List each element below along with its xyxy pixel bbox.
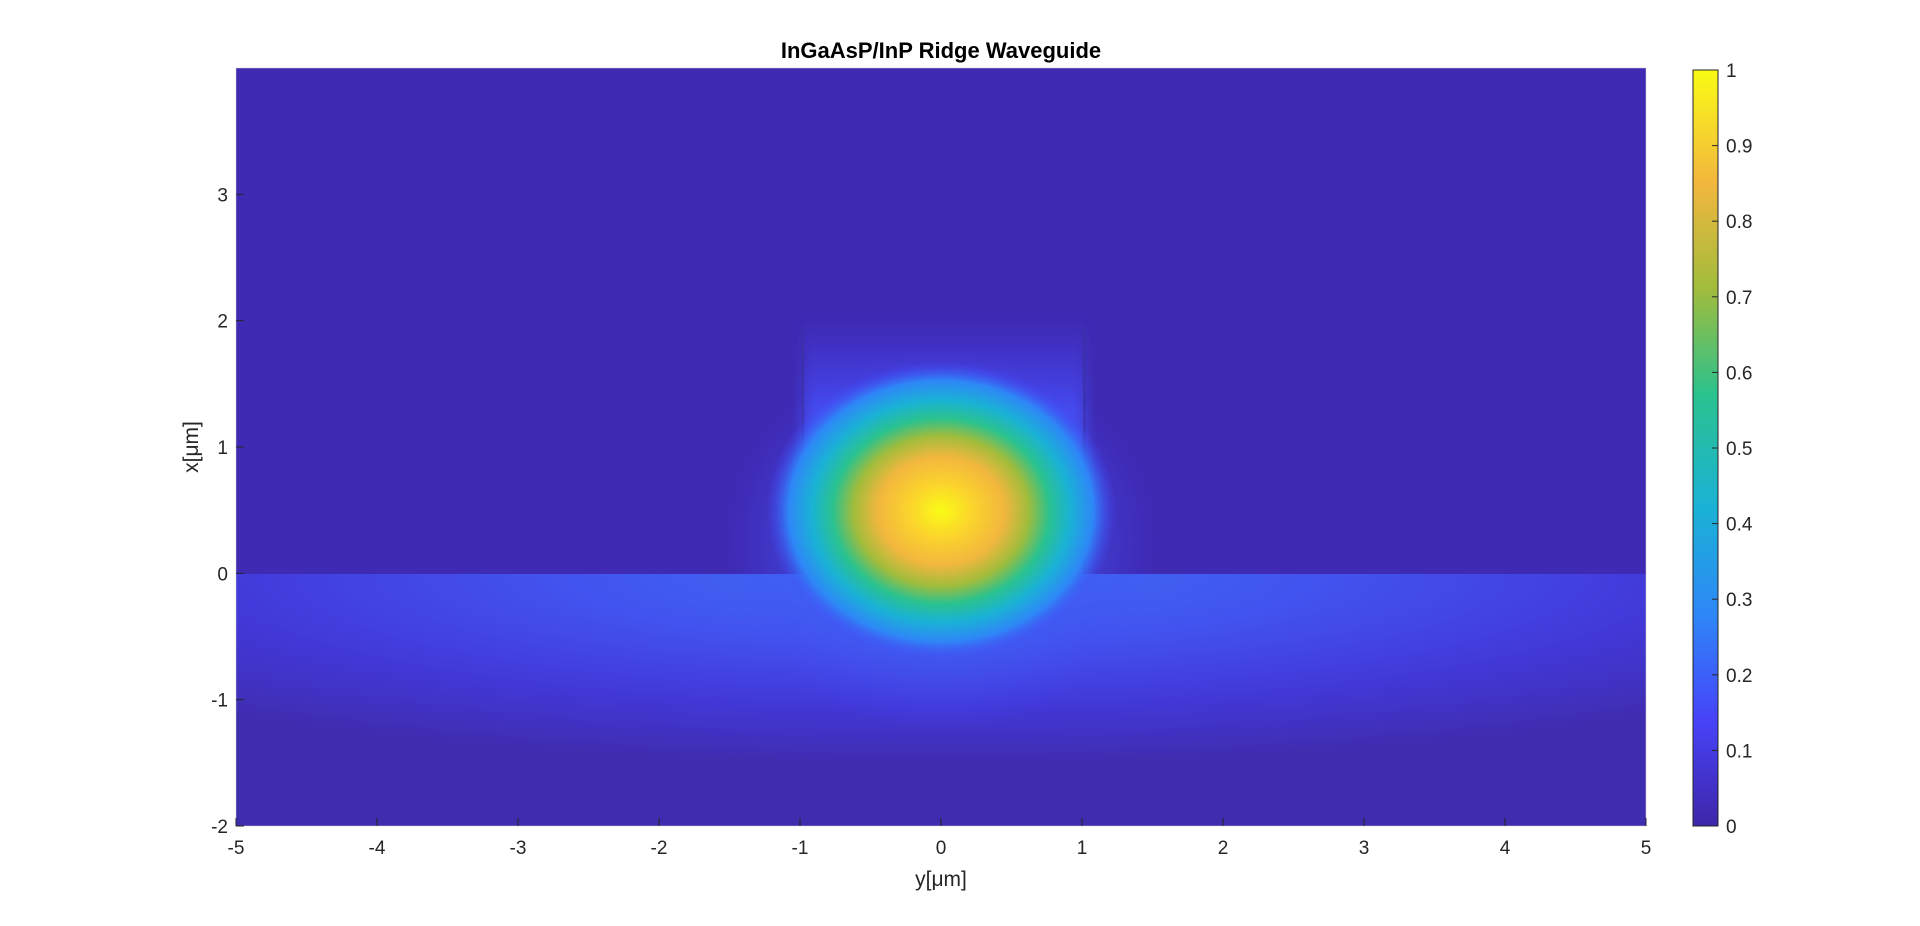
x-tick-label: 0 <box>936 838 947 859</box>
colorbar-tick-label: 1 <box>1726 61 1737 82</box>
colorbar-tick-label: 0.9 <box>1726 137 1752 158</box>
x-tick-label: 5 <box>1641 838 1652 859</box>
chart-title: InGaAsP/InP Ridge Waveguide <box>781 38 1101 63</box>
x-tick-label: -5 <box>228 838 245 859</box>
x-tick-label: -3 <box>510 838 527 859</box>
colorbar-tick-label: 0.2 <box>1726 666 1752 687</box>
y-tick-label: 0 <box>217 564 228 585</box>
x-tick-label: 2 <box>1218 838 1229 859</box>
colorbar-tick-label: 0.5 <box>1726 439 1752 460</box>
colorbar-tick-label: 0 <box>1726 817 1737 838</box>
colorbar-tick-label: 0.1 <box>1726 741 1752 762</box>
x-tick-label: 3 <box>1359 838 1370 859</box>
x-axis-ticks: -5 -4 -3 -2 -1 0 1 2 3 4 5 <box>228 818 1652 859</box>
x-tick-label: 4 <box>1500 838 1511 859</box>
colorbar-ticks: 0 0.1 0.2 0.3 0.4 0.5 0.6 0.7 0.8 0.9 1 <box>1712 61 1753 838</box>
y-tick-label: -1 <box>211 691 228 712</box>
x-tick-label: -2 <box>651 838 668 859</box>
y-tick-label: 3 <box>217 185 228 206</box>
x-tick-label: 1 <box>1077 838 1088 859</box>
colorbar-tick-label: 0.3 <box>1726 590 1752 611</box>
plot-area <box>236 68 1646 826</box>
colorbar-tick-label: 0.7 <box>1726 288 1752 309</box>
y-axis-ticks: -2 -1 0 1 2 3 <box>211 185 244 838</box>
colorbar-tick-label: 0.4 <box>1726 515 1753 536</box>
colorbar-tick-label: 0.8 <box>1726 212 1752 233</box>
colorbar-tick-label: 0.6 <box>1726 363 1752 384</box>
y-tick-label: 2 <box>217 312 228 333</box>
x-tick-label: -4 <box>369 838 386 859</box>
x-tick-label: -1 <box>792 838 809 859</box>
y-axis-label: x[μm] <box>180 421 203 473</box>
x-axis-label: y[μm] <box>915 868 967 891</box>
mode-field <box>766 361 1116 661</box>
y-tick-label: -2 <box>211 817 228 838</box>
y-tick-label: 1 <box>217 438 228 459</box>
